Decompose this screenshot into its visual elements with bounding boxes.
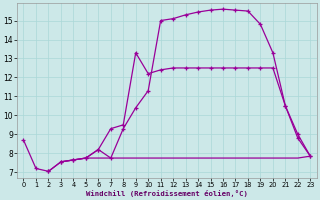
X-axis label: Windchill (Refroidissement éolien,°C): Windchill (Refroidissement éolien,°C) (86, 190, 248, 197)
